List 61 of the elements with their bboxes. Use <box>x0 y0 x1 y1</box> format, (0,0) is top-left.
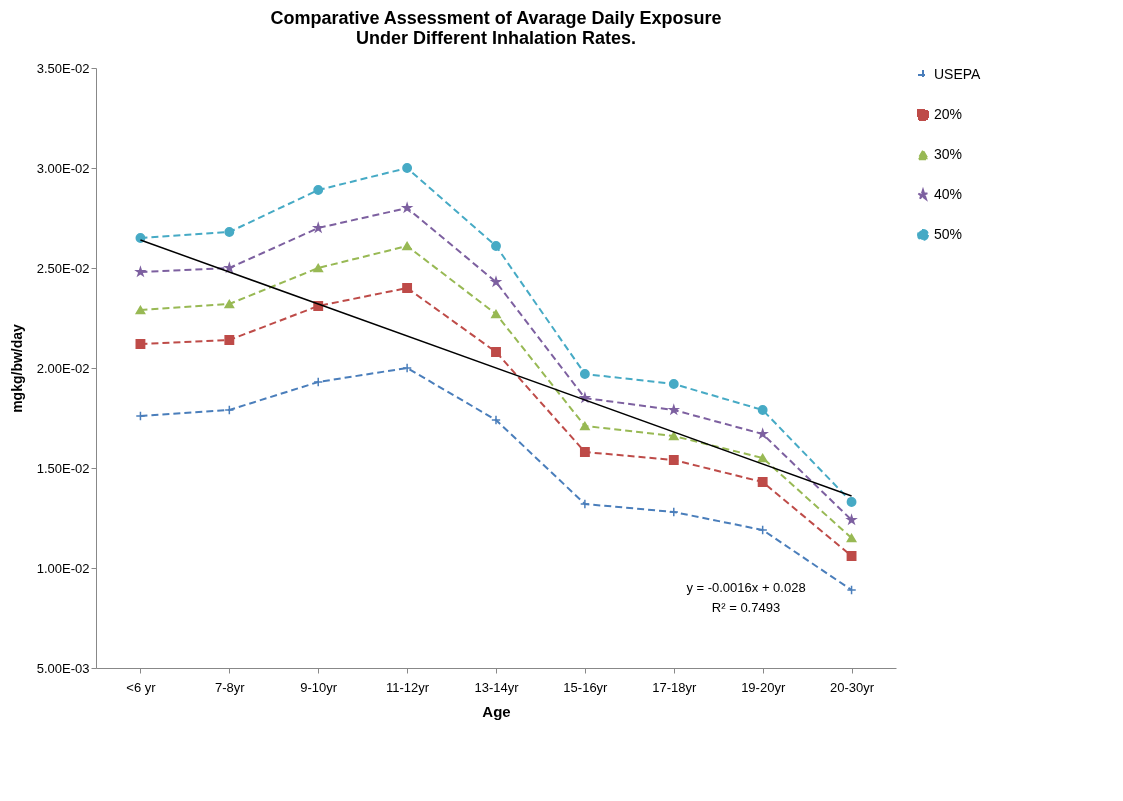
point <box>668 431 679 441</box>
y-tick-label: 3.50E-02 <box>36 60 90 76</box>
x-tick-label: 11-12yr <box>386 679 430 695</box>
point <box>579 421 590 431</box>
point <box>757 405 768 415</box>
x-tick-label: 15-16yr <box>563 679 609 695</box>
point <box>402 241 413 251</box>
point <box>491 241 501 251</box>
x-tick-label: 7-8yr <box>215 679 246 695</box>
point <box>491 415 501 425</box>
legend-label: USEPA <box>934 66 982 82</box>
x-tick-label: <6 yr <box>126 679 157 695</box>
x-tick-label: 19-20yr <box>741 679 786 695</box>
y-tick-label: 5.00E-03 <box>36 660 90 676</box>
point <box>846 497 857 507</box>
point <box>224 299 235 309</box>
point <box>135 339 146 349</box>
point <box>668 507 679 517</box>
point <box>313 377 324 387</box>
point <box>224 335 235 345</box>
point <box>402 363 413 373</box>
point <box>757 525 768 535</box>
point <box>313 185 324 195</box>
point <box>579 447 590 457</box>
y-tick-label: 1.00E-02 <box>36 560 90 576</box>
point <box>224 405 235 415</box>
legend-label: 50% <box>934 226 963 242</box>
point <box>135 233 146 243</box>
point <box>224 227 235 237</box>
annotation: y = -0.0016x + 0.028 <box>686 580 806 595</box>
point <box>846 533 857 543</box>
legend-label: 40% <box>934 186 963 202</box>
point <box>402 283 413 293</box>
x-axis-title: Age <box>482 702 511 720</box>
x-tick-label: 20-30yr <box>830 679 875 695</box>
x-tick-label: 13-14yr <box>474 679 520 695</box>
point <box>668 455 679 465</box>
point <box>491 309 501 319</box>
legend-label: 30% <box>934 146 963 162</box>
point <box>668 379 679 389</box>
point <box>491 347 501 357</box>
y-axis-title: mgkg/bw/day <box>8 323 25 413</box>
x-tick-label: 9-10yr <box>300 679 338 695</box>
point <box>579 499 590 509</box>
legend-label: 20% <box>934 106 963 122</box>
point <box>402 163 413 173</box>
y-tick-label: 2.00E-02 <box>36 360 90 376</box>
point <box>757 477 768 487</box>
x-tick-label: 17-18yr <box>652 679 697 695</box>
point <box>846 551 857 561</box>
point <box>135 411 146 421</box>
y-tick-label: 3.00E-02 <box>36 160 90 176</box>
point <box>135 305 146 315</box>
chart-title: Comparative Assessment of Avarage Daily Exposure Under Different Inhalation Rates. <box>270 8 722 48</box>
y-tick-label: 1.50E-02 <box>36 460 90 476</box>
annotation: R² = 0.7493 <box>711 600 781 615</box>
point <box>313 263 324 273</box>
point <box>846 585 857 595</box>
point <box>579 369 590 379</box>
point <box>757 453 768 463</box>
y-tick-label: 2.50E-02 <box>36 260 90 276</box>
